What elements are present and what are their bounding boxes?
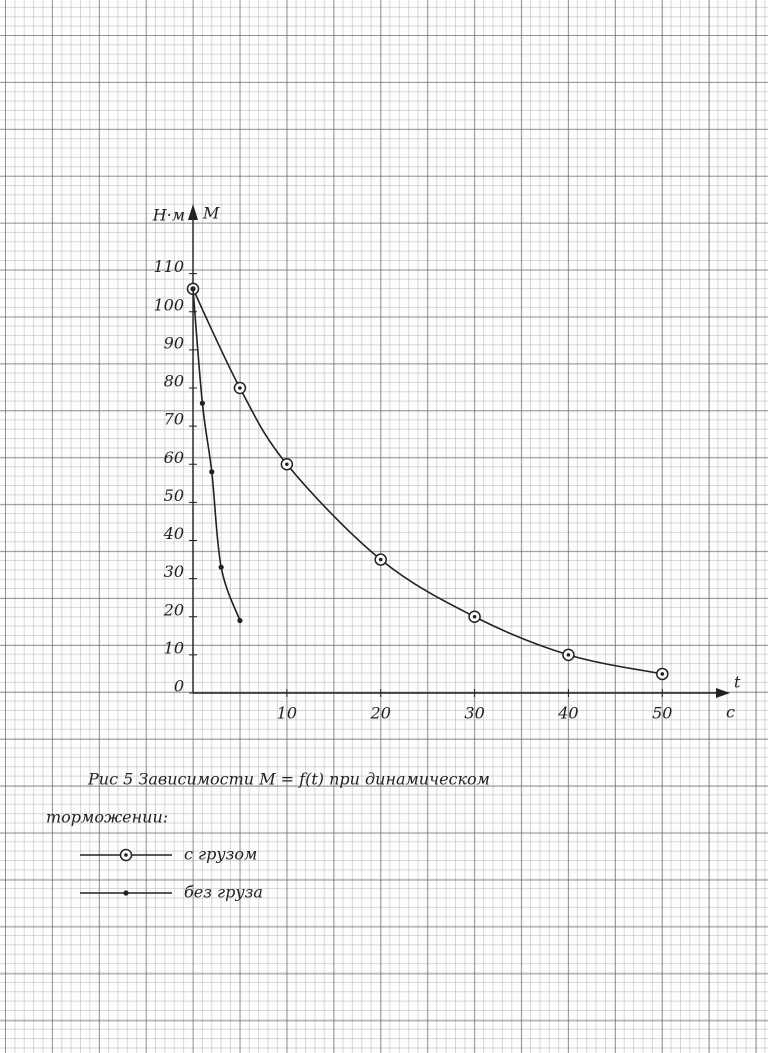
- x-label: t: [734, 673, 741, 692]
- x-tick-label: 30: [464, 704, 484, 723]
- marker: [199, 400, 205, 406]
- y-tick-label: 80: [164, 372, 184, 391]
- marker: [218, 564, 224, 570]
- marker: [123, 890, 129, 896]
- y-tick-label: 30: [164, 562, 184, 581]
- marker-center: [660, 672, 665, 676]
- x-tick-label: 40: [557, 704, 578, 723]
- marker-center: [285, 462, 289, 467]
- y-tick-label: 110: [153, 257, 184, 276]
- marker-center: [124, 853, 128, 857]
- x-tick-label: 20: [370, 704, 391, 723]
- y-tick-label: 40: [163, 524, 184, 543]
- x-tick-label: 10: [277, 704, 297, 723]
- marker: [237, 617, 243, 624]
- chart-subtitle: торможении:: [46, 808, 168, 827]
- y-label: М: [202, 204, 220, 223]
- marker-center: [238, 386, 242, 390]
- y-unit: Н·м: [152, 206, 185, 225]
- legend-label: без груза: [184, 883, 263, 902]
- x-tick-label: 50: [652, 704, 672, 723]
- marker: [209, 469, 215, 475]
- y-tick-label: 60: [164, 448, 184, 467]
- marker: [190, 286, 196, 292]
- y-tick-label: 70: [164, 410, 184, 429]
- x-unit: с: [726, 703, 735, 722]
- marker-center: [378, 557, 383, 562]
- y-tick-label: 50: [164, 486, 184, 505]
- y-tick-label: 100: [153, 295, 184, 314]
- y-tick-label: 10: [164, 638, 184, 657]
- marker-center: [566, 653, 571, 657]
- y-tick-label: 20: [163, 600, 184, 619]
- y-arrow: [188, 204, 198, 220]
- chart-title: Рис 5 Зависимости M = f(t) при динамичес…: [87, 770, 490, 789]
- series-line: [192, 288, 663, 675]
- legend-label: с грузом: [184, 845, 257, 864]
- y-tick-label: 0: [174, 677, 184, 696]
- x-arrow: [716, 688, 730, 698]
- marker-center: [472, 614, 477, 619]
- y-tick-label: 90: [164, 333, 184, 352]
